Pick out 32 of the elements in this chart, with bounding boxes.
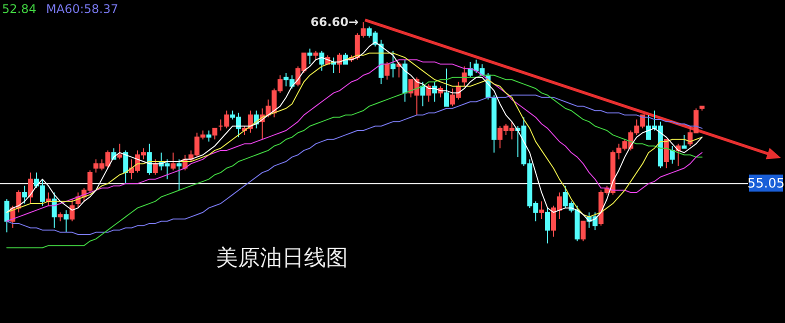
candlestick bbox=[28, 172, 34, 204]
candlestick bbox=[22, 185, 28, 204]
candlestick bbox=[4, 198, 10, 233]
text: 52.84 bbox=[2, 2, 36, 16]
candlestick bbox=[52, 192, 57, 228]
candlestick bbox=[117, 143, 122, 160]
candlestick bbox=[212, 128, 218, 140]
text: MA60:58.37 bbox=[46, 2, 118, 16]
text: 美原油日线图 bbox=[216, 246, 348, 271]
candlestick bbox=[152, 158, 158, 176]
candlestick bbox=[384, 61, 390, 80]
candlestick bbox=[248, 110, 253, 134]
candlestick bbox=[462, 66, 467, 87]
candlestick bbox=[307, 48, 312, 65]
annotation: 66.60→ bbox=[310, 15, 359, 30]
candlestick bbox=[390, 50, 396, 78]
candlestick bbox=[444, 68, 450, 107]
candlestick bbox=[682, 134, 687, 149]
candlestick bbox=[420, 81, 426, 107]
candlestick bbox=[123, 150, 128, 184]
candlestick bbox=[146, 143, 152, 176]
candlestick bbox=[206, 130, 212, 142]
candlestick bbox=[539, 200, 544, 220]
candlestick bbox=[664, 138, 669, 169]
candlestick bbox=[580, 220, 586, 242]
candlestick bbox=[319, 50, 324, 72]
candlestick bbox=[545, 207, 550, 244]
candlestick bbox=[70, 198, 75, 222]
candlestick bbox=[170, 152, 176, 171]
candlestick bbox=[176, 158, 182, 191]
candlestick bbox=[64, 210, 69, 233]
candlestick bbox=[670, 146, 675, 164]
